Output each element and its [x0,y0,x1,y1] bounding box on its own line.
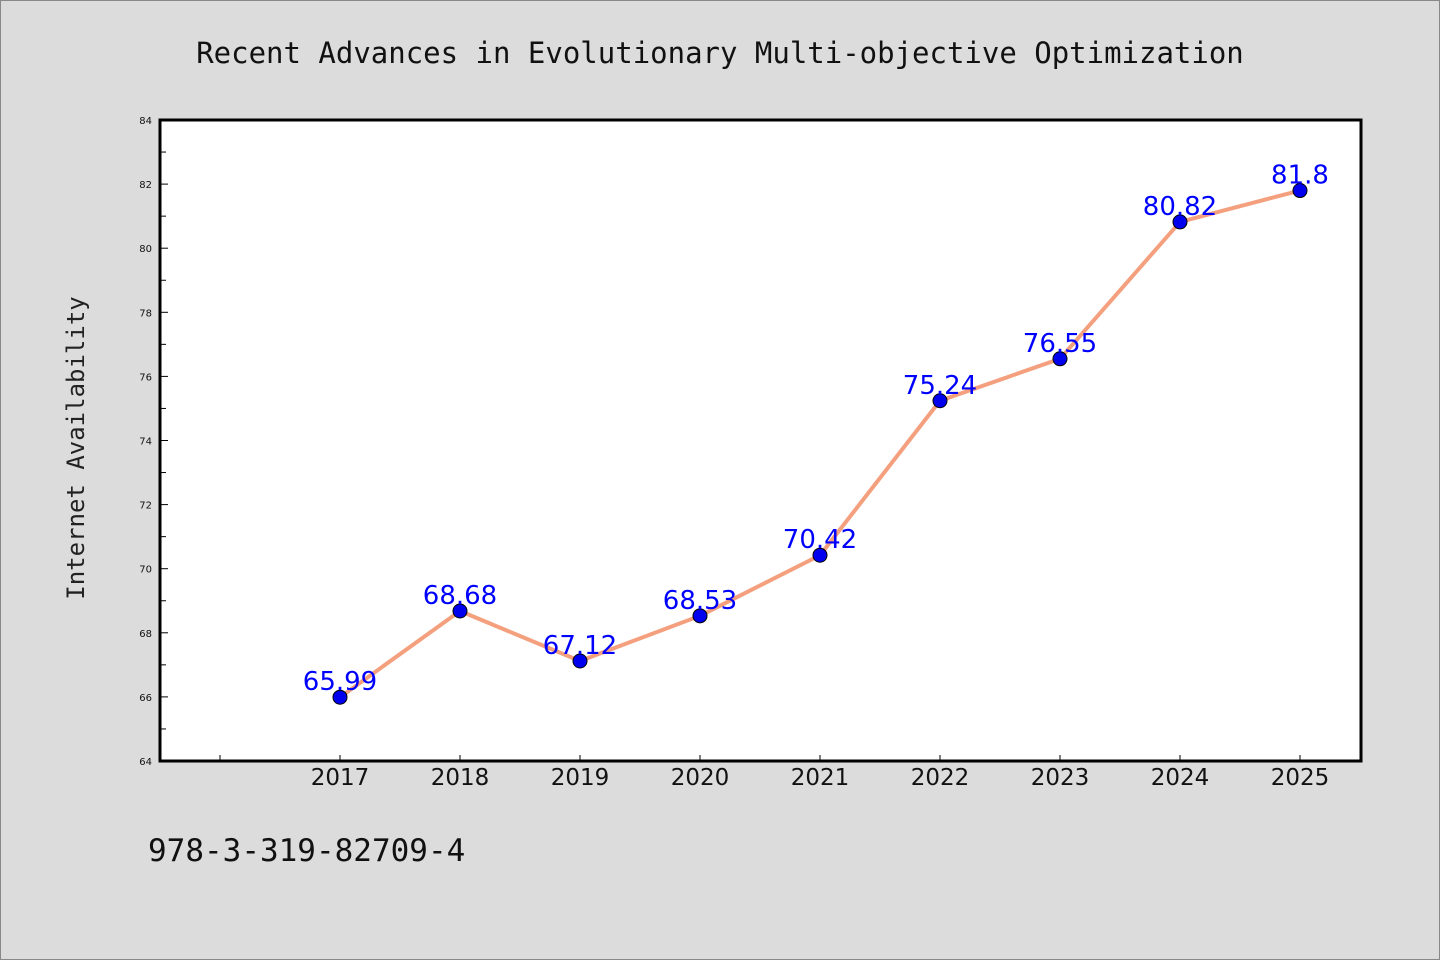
x-tick-label: 2018 [431,765,490,791]
chart-title: Recent Advances in Evolutionary Multi-ob… [196,36,1244,70]
data-label: 68.68 [423,581,497,611]
y-tick-label: 84 [139,116,152,127]
x-tick-label: 2023 [1031,765,1090,791]
data-point [932,393,948,409]
y-tick-label: 82 [139,180,152,191]
data-label: 80.82 [1143,192,1217,222]
data-label: 68.53 [663,586,737,616]
data-label: 81.8 [1271,161,1329,191]
data-label: 75.24 [903,371,977,401]
x-tick-label: 2021 [791,765,850,791]
data-point [1052,351,1068,367]
y-axis-label: Internet Availability [62,296,90,599]
y-tick-label: 74 [139,437,152,448]
plot-area [158,118,1363,763]
data-labels: 65.99 68.68 67.12 68.53 70.42 75.24 76.55 80.82… [303,161,1329,698]
y-tick-label: 76 [139,372,152,383]
y-tick-label: 72 [139,501,152,512]
data-point [1172,214,1188,230]
x-tick-label: 2024 [1151,765,1210,791]
y-tick-label: 68 [139,629,152,640]
y-tick-label: 70 [139,565,152,576]
series-points [332,183,1308,705]
y-tick-label: 66 [139,693,152,704]
data-label: 76.55 [1023,329,1097,359]
y-tick-label: 64 [139,757,152,768]
data-point [572,653,588,669]
isbn-text: 978-3-319-82709-4 [148,833,466,869]
data-point [692,608,708,624]
isbn-text-wrapper: 978-3-319-82709-4 [148,833,465,869]
y-tick-label: 78 [139,308,152,319]
data-point [812,547,828,563]
y-tick-label: 80 [139,244,152,255]
data-label: 67.12 [543,631,617,661]
x-tick-label: 2022 [911,765,970,791]
x-tick-label: 2017 [311,765,370,791]
data-point [332,689,348,705]
data-label: 70.42 [783,525,857,555]
data-point [452,603,468,619]
axis-ticks: 64 66 68 70 72 74 76 78 80 82 84 2017 2018 2019 2020 20… [139,116,1329,791]
data-label: 65.99 [303,667,377,697]
x-tick-label: 2019 [551,765,610,791]
data-point [1292,183,1308,199]
x-tick-label: 2020 [671,765,730,791]
x-tick-label: 2025 [1271,765,1330,791]
